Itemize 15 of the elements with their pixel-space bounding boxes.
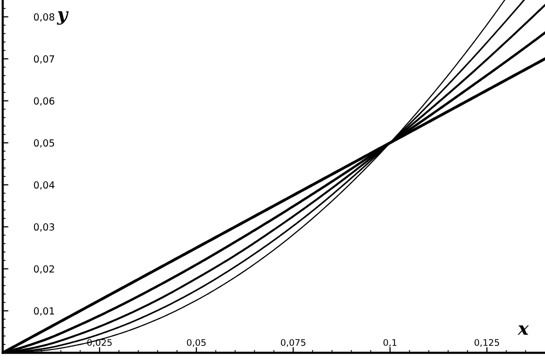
x-tick-label: 0,05 <box>186 339 206 347</box>
y-axis-title: y <box>56 11 69 25</box>
x-axis-title: x <box>518 325 529 335</box>
y-tick-label: 0,02 <box>34 265 54 274</box>
y-tick-label: 0,06 <box>34 97 54 106</box>
y-tick-label: 0,01 <box>34 307 54 316</box>
x-tick-label: 0,125 <box>474 339 500 347</box>
y-tick-label: 0,07 <box>34 55 54 64</box>
x-tick-label: 0,1 <box>383 339 396 347</box>
y-tick-label: 0,05 <box>34 139 54 148</box>
y-tick-label: 0,08 <box>34 13 54 22</box>
x-tick-label: 0,025 <box>87 339 112 347</box>
x-tick-label: 0,075 <box>280 339 306 347</box>
y-tick-label: 0,03 <box>34 223 54 232</box>
y-tick-label: 0,04 <box>34 181 54 190</box>
